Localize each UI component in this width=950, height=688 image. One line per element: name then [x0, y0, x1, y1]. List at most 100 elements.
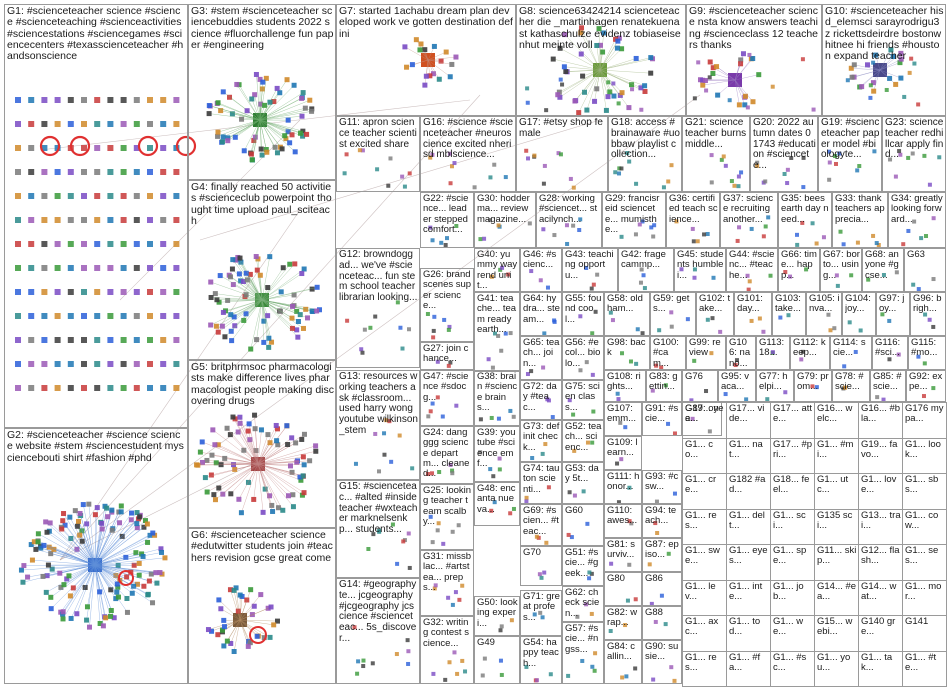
group-node [527, 221, 532, 226]
cluster-node [289, 315, 295, 321]
cluster-node [61, 582, 67, 588]
group-label: G21: science teacher burns middle... [685, 118, 747, 150]
cluster-edge [210, 281, 263, 301]
group-box-g58: G58: oldham... [604, 292, 650, 336]
group-box-g108: G108: rights... [604, 370, 646, 402]
group-node [488, 175, 493, 180]
cluster-node [67, 514, 73, 520]
group-node [838, 229, 843, 234]
isolate-node [15, 145, 21, 151]
cluster-node [225, 135, 231, 141]
group-node [571, 412, 576, 417]
cluster-node [216, 485, 222, 491]
group-box-g6: G6: #scienceteacher science #edutwitter … [188, 528, 336, 684]
cluster-edge [261, 299, 297, 312]
group-node [705, 317, 710, 322]
cluster-edge [70, 564, 96, 597]
isolate-node [41, 121, 48, 127]
group-node [919, 236, 924, 241]
group-node [540, 451, 545, 456]
group-node [922, 153, 927, 158]
cluster-edge [596, 69, 601, 89]
group-node [906, 228, 911, 233]
group-node [491, 474, 496, 479]
group-node [565, 241, 570, 246]
cluster-node [614, 45, 620, 51]
group-node [833, 154, 838, 159]
group-node [843, 385, 848, 390]
cluster-node [287, 463, 293, 469]
group-node [558, 152, 563, 157]
group-box-g4: G4: finally reached 50 activities #scien… [188, 180, 336, 360]
cluster-node [254, 267, 260, 273]
cluster-node [638, 85, 644, 91]
cluster-node [41, 542, 47, 548]
cluster-node [146, 578, 152, 584]
cluster-node [60, 518, 66, 524]
group-box-g112: G112: keep... [790, 336, 830, 370]
group-node [765, 397, 770, 402]
cluster-edge [599, 57, 651, 71]
group-node [709, 351, 714, 356]
small-group-box: G1... tod... [726, 615, 771, 652]
group-label: G82: wrap... [607, 608, 638, 629]
isolate-node [120, 169, 127, 175]
group-label: G72: day #teac... [523, 382, 557, 413]
cluster-node [97, 589, 103, 595]
cluster-edge [238, 463, 259, 500]
group-node [902, 94, 907, 99]
group-node [881, 272, 886, 277]
group-node [927, 317, 932, 322]
cluster-node [265, 313, 271, 319]
cluster-node [258, 146, 264, 152]
group-box-g2: G2: #scienceteacher #science science web… [4, 428, 188, 684]
group-node [732, 183, 737, 188]
cluster-edge [239, 257, 263, 301]
cluster-edge [261, 263, 295, 301]
cluster-node [603, 107, 609, 113]
group-label: G54: happy teach... [523, 638, 559, 669]
group-node [406, 649, 411, 654]
group-label: G68: anyone #gcse... [865, 250, 899, 281]
group-node [564, 223, 569, 228]
small-group-box: G17... #pri... [770, 437, 815, 474]
cluster-node [128, 517, 134, 523]
cluster-node [267, 493, 273, 499]
group-node [384, 418, 389, 423]
cluster-node [137, 514, 143, 520]
cluster-node [314, 284, 320, 290]
group-node [524, 664, 529, 669]
cluster-node [219, 627, 225, 633]
cluster-node [291, 292, 297, 298]
group-node [661, 185, 666, 190]
isolate-node [147, 265, 153, 271]
cluster-node [261, 318, 267, 324]
isolate-node [147, 361, 153, 367]
group-box-g111: G111: honor... [604, 470, 642, 504]
group-label: G91: #scie... [645, 404, 679, 425]
group-node [669, 163, 674, 168]
group-label: G111: honor... [607, 472, 640, 493]
cluster-edge [83, 504, 96, 566]
group-label: G29: francisreid sciencete... mumisthe..… [605, 194, 660, 235]
isolate-node [147, 97, 153, 103]
isolate-node [107, 361, 114, 367]
group-node [855, 240, 860, 245]
group-label: G3: #stem #scienceteacher sciencebuddies… [191, 6, 334, 51]
group-node [871, 233, 876, 238]
cluster-edge [220, 608, 241, 621]
cluster-edge [94, 530, 113, 566]
group-node [366, 546, 371, 551]
cluster-node [274, 150, 280, 156]
cluster-node [136, 560, 142, 566]
group-node [492, 500, 497, 505]
cluster-edge [239, 619, 278, 622]
group-node [931, 324, 936, 329]
cluster-node [313, 448, 319, 454]
isolate-node [15, 217, 21, 223]
isolate-node [41, 169, 48, 175]
cluster-node [247, 437, 253, 443]
group-node [589, 286, 594, 291]
cluster-node [264, 149, 270, 155]
cluster-edge [40, 547, 96, 566]
